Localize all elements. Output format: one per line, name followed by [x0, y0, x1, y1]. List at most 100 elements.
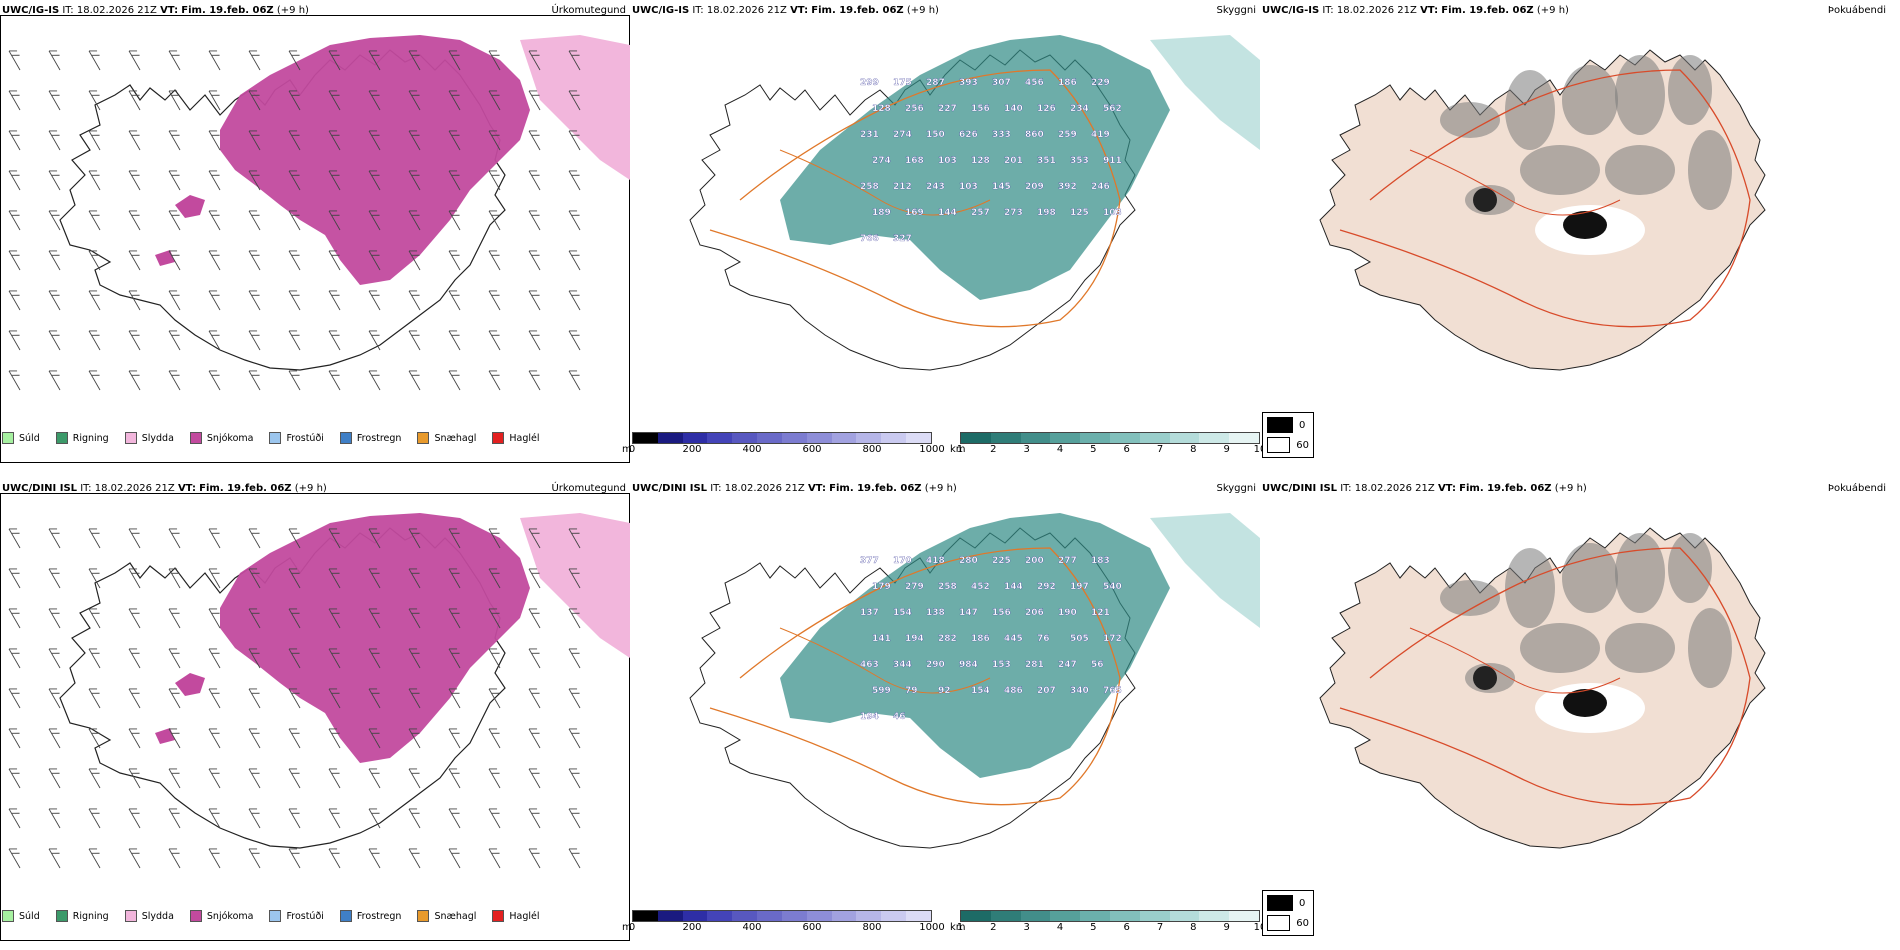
wind-barb — [48, 808, 61, 829]
init-time-label: IT: — [710, 483, 722, 494]
cloud-base-label: 197 — [1070, 582, 1089, 592]
tick-label: 10 — [1253, 922, 1267, 933]
wind-barb — [568, 808, 581, 829]
key-label-min: 0 — [1299, 419, 1306, 431]
wind-barb — [528, 528, 541, 549]
wind-barb — [448, 648, 461, 669]
cloud-base-label: 246 — [1091, 182, 1110, 192]
cloudbase-unit: m — [622, 922, 632, 933]
cloud-base-label: 156 — [971, 104, 990, 114]
legend-item: Slydda — [124, 910, 174, 922]
wind-barb — [528, 250, 541, 271]
wind-barb — [88, 848, 101, 869]
color-step — [1109, 433, 1140, 443]
cloud-base-label: 277 — [1058, 556, 1077, 566]
wind-barb — [88, 688, 101, 709]
wind-barb — [128, 768, 141, 789]
valid-time: Fim. 19.feb. 06Z — [811, 5, 904, 16]
wind-barb — [48, 848, 61, 869]
wind-barb — [448, 370, 461, 391]
wind-barb — [48, 90, 61, 111]
legend-item: Súld — [2, 432, 40, 444]
cloud-base-label: 282 — [938, 634, 957, 644]
wind-barb — [488, 50, 501, 71]
color-step — [1139, 433, 1170, 443]
legend-swatch — [269, 910, 282, 922]
visibility-strip — [960, 432, 1260, 444]
fog-shade — [1520, 145, 1600, 195]
wind-barb — [8, 648, 21, 669]
model-name: UWC/DINI ISL — [2, 483, 78, 494]
legend-item: Rigning — [55, 432, 109, 444]
legend-swatch — [189, 432, 202, 444]
legend-label: Slydda — [141, 432, 174, 444]
cloud-base-label: 144 — [1004, 582, 1023, 592]
wind-barb — [288, 50, 301, 71]
wind-barb — [568, 728, 581, 749]
wind-barb — [288, 848, 301, 869]
wind-barb — [408, 330, 421, 351]
wind-barb — [568, 130, 581, 151]
wind-barb — [488, 90, 501, 111]
wind-barb — [208, 608, 221, 629]
wind-barb — [568, 210, 581, 231]
wind-barb — [488, 688, 501, 709]
wind-barb — [288, 728, 301, 749]
legend-label: Frostúði — [286, 432, 324, 444]
legend-swatch — [492, 432, 505, 444]
color-step — [657, 911, 683, 921]
wind-barb — [248, 848, 261, 869]
wind-barb — [328, 290, 341, 311]
wind-barb — [128, 170, 141, 191]
wind-barb — [8, 90, 21, 111]
cloud-base-label: 392 — [1058, 182, 1077, 192]
tick-label: 1000 — [919, 922, 945, 933]
wind-barb — [528, 648, 541, 669]
wind-barb — [528, 90, 541, 111]
wind-barb — [528, 130, 541, 151]
wind-barb — [208, 330, 221, 351]
visibility-area — [1150, 35, 1260, 150]
wind-barb — [568, 528, 581, 549]
wind-barb — [328, 130, 341, 151]
color-step — [961, 433, 991, 443]
wind-barb — [488, 330, 501, 351]
wind-barb — [288, 330, 301, 351]
legend-swatch — [55, 432, 68, 444]
tick-label: 8 — [1190, 444, 1197, 455]
cloud-base-label: 911 — [1103, 156, 1122, 166]
wind-barb — [48, 130, 61, 151]
wind-barb — [528, 808, 541, 829]
wind-barb — [408, 688, 421, 709]
fog-shade — [1520, 623, 1600, 673]
legend-label: Súld — [19, 910, 40, 922]
wind-barb — [328, 728, 341, 749]
visibility-panel-row2: UWC/DINI ISL IT: 18.02.2026 21Z VT: Fim.… — [622, 478, 1266, 938]
cloud-base-label: 103 — [938, 156, 957, 166]
wind-barb — [288, 688, 301, 709]
wind-barb — [208, 170, 221, 191]
color-step — [856, 433, 882, 443]
wind-barb — [208, 648, 221, 669]
wind-barb — [208, 130, 221, 151]
color-step — [707, 911, 733, 921]
wind-barb — [328, 688, 341, 709]
model-name: UWC/DINI ISL — [1262, 483, 1338, 494]
model-name: UWC/IG-IS — [1262, 5, 1320, 16]
fog-shade — [1562, 65, 1618, 135]
panel-header: UWC/DINI ISL IT: 18.02.2026 21Z VT: Fim.… — [2, 483, 327, 494]
init-time: 18.02.2026 21Z — [1336, 5, 1417, 16]
wind-barb — [408, 648, 421, 669]
wind-barb — [168, 568, 181, 589]
panel-title: Úrkomutegund — [551, 483, 626, 494]
cloud-base-label: 234 — [1070, 104, 1089, 114]
wind-barb — [368, 688, 381, 709]
panel-header: UWC/DINI ISL IT: 18.02.2026 21Z VT: Fim.… — [632, 483, 957, 494]
fog-shade — [1440, 580, 1500, 616]
wind-barb — [328, 370, 341, 391]
fog-shade — [1615, 533, 1665, 613]
wind-barb — [128, 528, 141, 549]
wind-barb — [8, 290, 21, 311]
cloud-base-label: 175 — [893, 78, 912, 88]
wind-barb — [8, 50, 21, 71]
